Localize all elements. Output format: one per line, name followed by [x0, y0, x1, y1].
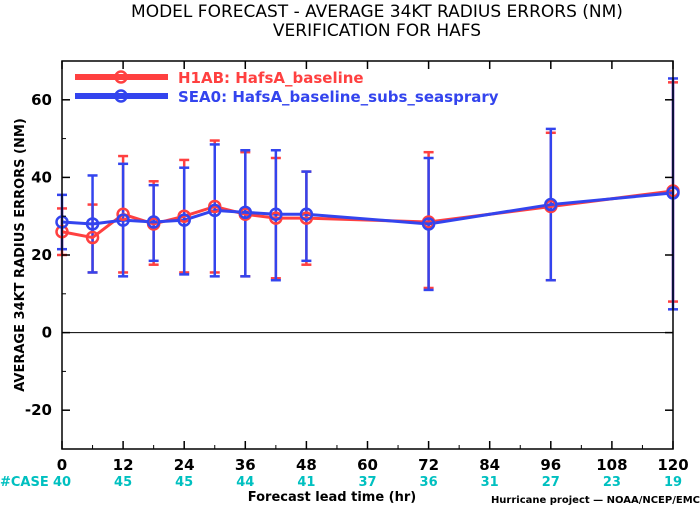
legend-swatch-marker	[114, 70, 128, 84]
data-point	[238, 205, 253, 220]
ticks-layer	[61, 60, 674, 450]
error-bars-layer	[57, 77, 678, 311]
x-tick-label: 0	[57, 456, 67, 474]
x-tick-label: 36	[235, 456, 256, 474]
case-count: 45	[175, 475, 193, 490]
y-axis-label: AVERAGE 34KT RADIUS ERRORS (NM)	[13, 118, 28, 392]
data-point	[85, 230, 100, 245]
data-point	[269, 207, 283, 222]
case-count: 27	[542, 475, 560, 490]
case-count: 23	[603, 475, 621, 490]
data-point	[85, 217, 100, 231]
y-tick-label: 20	[31, 246, 52, 264]
case-count: 44	[236, 475, 254, 490]
chart-title: MODEL FORECAST - AVERAGE 34KT RADIUS ERR…	[131, 2, 623, 22]
y-tick-label: 0	[42, 324, 52, 342]
y-tick-label: -20	[25, 401, 52, 419]
legend-item-0: H1AB: HafsA_baseline	[75, 69, 364, 87]
legend-swatch-marker	[114, 89, 128, 103]
case-count: 45	[114, 475, 132, 490]
x-tick-label: 24	[174, 456, 195, 474]
legend: H1AB: HafsA_baseline SEA0: HafsA_baselin…	[75, 69, 499, 106]
case-counts: 40 45 45 44 41 37 36 31 27 23 19	[53, 475, 682, 490]
x-tick-labels: 0 12 24 36 48 60 72 84 96 108 120	[57, 456, 689, 474]
x-tick-label: 48	[296, 456, 317, 474]
x-tick-label: 84	[479, 456, 500, 474]
data-point	[116, 213, 130, 227]
x-tick-label: 96	[540, 456, 561, 474]
data-point	[177, 213, 191, 227]
credit-text: Hurricane project — NOAA/NCEP/EMC	[491, 495, 700, 506]
legend-label: SEA0: HafsA_baseline_subs_seasprary	[178, 88, 499, 106]
y-tick-label: 60	[31, 91, 52, 109]
x-tick-label: 60	[357, 456, 378, 474]
points-layer	[55, 184, 680, 245]
y-tick-label: 40	[31, 168, 52, 186]
case-count: 41	[297, 475, 315, 490]
data-point	[146, 215, 161, 229]
y-tick-labels: -20 0 20 40 60	[25, 91, 52, 419]
case-row-label: #CASE	[0, 475, 49, 490]
x-tick-label: 120	[657, 456, 688, 474]
case-count: 19	[664, 475, 682, 490]
legend-item-1: SEA0: HafsA_baseline_subs_seasprary	[75, 88, 499, 106]
x-tick-label: 72	[418, 456, 439, 474]
x-tick-label: 108	[596, 456, 627, 474]
case-count: 40	[53, 475, 71, 490]
data-point	[116, 207, 130, 222]
x-axis-label: Forecast lead time (hr)	[248, 490, 416, 505]
legend-label: H1AB: HafsA_baseline	[178, 69, 364, 87]
x-tick-label: 12	[113, 456, 134, 474]
data-point	[544, 197, 558, 212]
case-count: 36	[420, 475, 438, 490]
chart-subtitle: VERIFICATION FOR HAFS	[273, 21, 481, 41]
data-point	[208, 203, 222, 218]
case-count: 37	[358, 475, 376, 490]
data-point	[421, 217, 436, 231]
case-count: 31	[481, 475, 499, 490]
data-point	[299, 207, 314, 222]
